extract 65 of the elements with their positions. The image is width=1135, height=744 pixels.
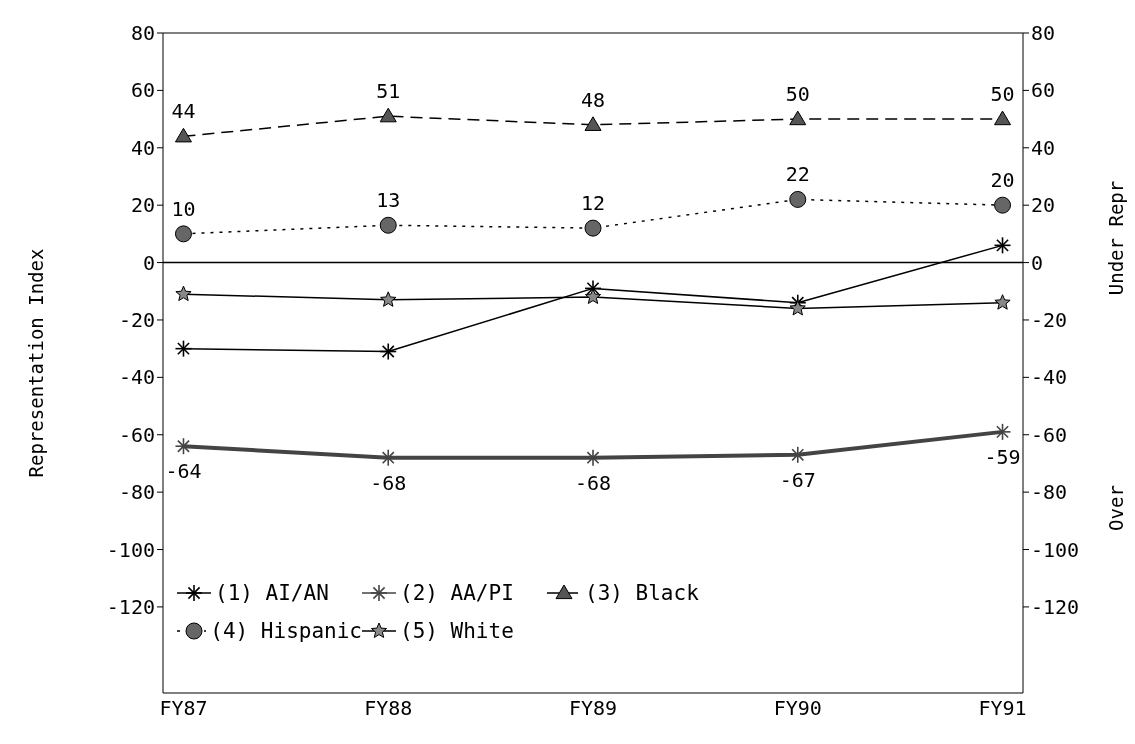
- x-tick-label: FY89: [568, 696, 618, 721]
- x-tick-label: FY88: [364, 696, 413, 721]
- text: Over: [1105, 485, 1127, 531]
- point: [584, 116, 602, 131]
- data-label: -68: [574, 470, 612, 495]
- data-label: 50: [785, 82, 810, 107]
- point: [994, 196, 1012, 214]
- data-label: 13: [376, 188, 401, 213]
- point: [380, 291, 397, 307]
- point: [174, 225, 192, 243]
- y-tick-label: 60: [130, 78, 155, 103]
- legend-label: (3) Black: [585, 581, 699, 605]
- data-label: 10: [171, 196, 196, 221]
- data-label: 50: [990, 82, 1015, 107]
- x-tick-label: FY91: [978, 696, 1027, 721]
- data-label: -67: [779, 467, 816, 492]
- y2-tick-label: 0: [1031, 250, 1044, 275]
- y2-tick-label: -100: [1031, 537, 1080, 562]
- point: [789, 190, 807, 208]
- data-label: -59: [984, 444, 1021, 469]
- point: [584, 288, 602, 304]
- point: [789, 299, 806, 316]
- legend-label: (4) Hispanic: [210, 619, 362, 643]
- data-label: 44: [171, 99, 196, 124]
- y-tick-label: -60: [118, 422, 155, 447]
- legend-label: (5) White: [400, 619, 514, 643]
- legend-label: (1) AI/AN: [215, 581, 329, 605]
- data-label: 12: [580, 191, 606, 216]
- data-label: -68: [370, 470, 407, 495]
- y2-tick-label: -80: [1031, 480, 1068, 505]
- data-label: 48: [580, 87, 606, 112]
- y-tick-label: 40: [130, 135, 155, 160]
- point: [379, 216, 397, 234]
- y2-tick-label: 20: [1031, 193, 1056, 218]
- point: [584, 219, 602, 237]
- point: [994, 294, 1011, 310]
- y-tick-label: 20: [130, 193, 155, 218]
- point: [789, 110, 807, 126]
- y-tick-label: -120: [106, 595, 155, 620]
- y2-tick-label: -20: [1031, 308, 1068, 333]
- y-axis-title: Representation Index: [25, 248, 47, 478]
- point: [175, 285, 192, 302]
- y2-tick-label: -120: [1031, 595, 1080, 620]
- y2-tick-label: 60: [1031, 78, 1056, 103]
- y2-tick-label: 80: [1031, 21, 1056, 46]
- y-tick-label: 80: [130, 21, 155, 46]
- legend-label: (2) AA/PI: [400, 581, 514, 605]
- y2-axis-title: Under Repr: [1105, 180, 1127, 296]
- data-label: 22: [785, 162, 810, 187]
- point: [379, 107, 397, 123]
- y2-tick-label: -60: [1031, 422, 1068, 447]
- x-tick-label: FY90: [773, 696, 822, 721]
- y-tick-label: -80: [118, 480, 155, 505]
- data-label: 20: [990, 168, 1015, 193]
- data-label: -64: [165, 459, 202, 484]
- point: [994, 110, 1012, 126]
- y-tick-label: -40: [118, 365, 155, 390]
- x-tick-label: FY87: [159, 696, 208, 721]
- y-tick-label: 0: [142, 250, 155, 275]
- point: [174, 127, 192, 143]
- data-label: 51: [376, 79, 401, 104]
- y-tick-label: -100: [106, 537, 155, 562]
- y2-tick-label: 40: [1031, 135, 1056, 160]
- y2-tick-label: -40: [1031, 365, 1068, 390]
- y-tick-label: -20: [118, 308, 155, 333]
